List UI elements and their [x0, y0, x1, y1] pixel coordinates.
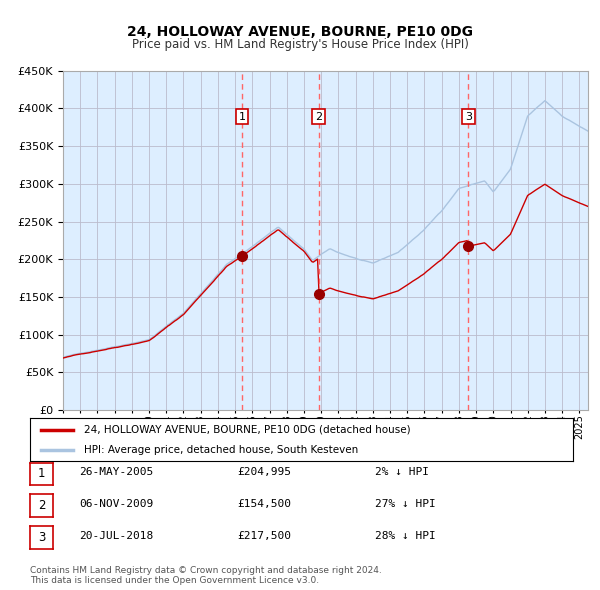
Text: 28% ↓ HPI: 28% ↓ HPI	[375, 531, 436, 540]
Text: 1: 1	[239, 112, 245, 122]
Text: 3: 3	[465, 112, 472, 122]
Text: 24, HOLLOWAY AVENUE, BOURNE, PE10 0DG (detached house): 24, HOLLOWAY AVENUE, BOURNE, PE10 0DG (d…	[85, 425, 411, 435]
Text: £154,500: £154,500	[237, 499, 291, 509]
Text: 2: 2	[315, 112, 322, 122]
Text: £204,995: £204,995	[237, 467, 291, 477]
Text: HPI: Average price, detached house, South Kesteven: HPI: Average price, detached house, Sout…	[85, 445, 359, 455]
Text: 3: 3	[38, 531, 45, 544]
Text: Price paid vs. HM Land Registry's House Price Index (HPI): Price paid vs. HM Land Registry's House …	[131, 38, 469, 51]
Text: Contains HM Land Registry data © Crown copyright and database right 2024.
This d: Contains HM Land Registry data © Crown c…	[30, 566, 382, 585]
Text: 2% ↓ HPI: 2% ↓ HPI	[375, 467, 429, 477]
Text: 2: 2	[38, 499, 45, 512]
Text: 26-MAY-2005: 26-MAY-2005	[79, 467, 154, 477]
Text: £217,500: £217,500	[237, 531, 291, 540]
Text: 20-JUL-2018: 20-JUL-2018	[79, 531, 154, 540]
Text: 27% ↓ HPI: 27% ↓ HPI	[375, 499, 436, 509]
Text: 1: 1	[38, 467, 45, 480]
Text: 06-NOV-2009: 06-NOV-2009	[79, 499, 154, 509]
Text: 24, HOLLOWAY AVENUE, BOURNE, PE10 0DG: 24, HOLLOWAY AVENUE, BOURNE, PE10 0DG	[127, 25, 473, 39]
